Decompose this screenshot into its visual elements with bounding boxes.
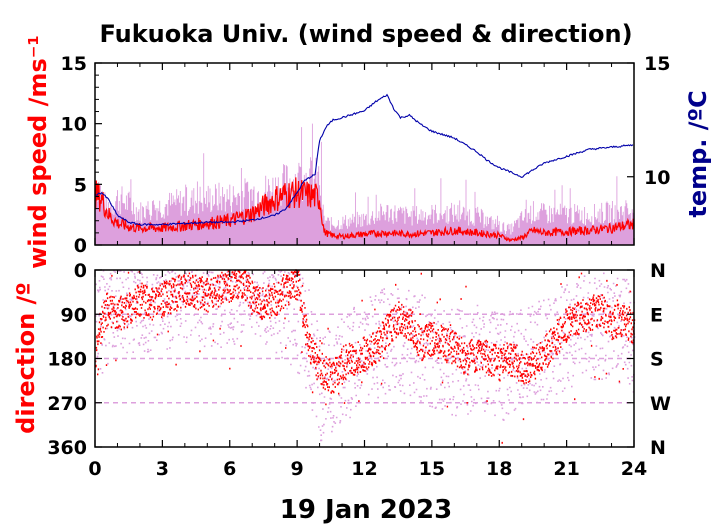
- direction-tick-label: 90: [61, 304, 87, 326]
- compass-label: N: [650, 260, 666, 282]
- bottom-ticks: 0 N 90 E 180 S 270 W 360 N 0 3 6 9 12 15 18 21 24: [47, 260, 671, 480]
- wind-direction-series: [95, 269, 636, 444]
- x-tick-label: 3: [156, 458, 169, 480]
- compass-label: E: [650, 304, 663, 326]
- y2-tick-label: 15: [644, 53, 670, 75]
- wind-speed-plot: 0 5 10 15 10 15: [61, 53, 671, 257]
- y-tick-label: 5: [74, 174, 87, 196]
- gust-bars: [94, 123, 635, 245]
- x-axis-label: 19 Jan 2023: [280, 495, 452, 525]
- x-tick-label: 6: [223, 458, 236, 480]
- direction-tick-label: 0: [74, 260, 87, 282]
- direction-tick-label: 360: [47, 437, 87, 459]
- y-tick-label: 10: [61, 114, 87, 136]
- x-tick-label: 12: [351, 458, 377, 480]
- y2-axis-label: temp. /ºC: [684, 90, 712, 217]
- direction-tick-label: 180: [47, 349, 87, 371]
- direction-plot: 0 N 90 E 180 S 270 W 360 N 0 3 6 9 12 15 18 21 24: [47, 260, 671, 480]
- temperature-series: [94, 93, 634, 227]
- y-tick-label: 15: [61, 53, 87, 75]
- y-axis-label: wind speed /ms⁻¹: [24, 35, 52, 269]
- top-ticks: 0 5 10 15 10 15: [61, 53, 671, 257]
- x-tick-label: 15: [419, 458, 445, 480]
- x-tick-label: 18: [486, 458, 512, 480]
- x-tick-label: 21: [553, 458, 579, 480]
- direction-axis-label: direction /º: [12, 282, 40, 434]
- y-tick-label: 0: [74, 235, 87, 257]
- direction-tick-label: 270: [47, 393, 87, 415]
- gust-series: [94, 123, 635, 245]
- chart-title: Fukuoka Univ. (wind speed & direction): [99, 20, 632, 48]
- compass-label: W: [650, 393, 671, 415]
- x-tick-label: 9: [291, 458, 304, 480]
- wind-direction-dots: [95, 269, 636, 444]
- temperature-line: [94, 93, 634, 227]
- compass-label: S: [650, 349, 664, 371]
- x-tick-label: 24: [621, 458, 647, 480]
- compass-label: N: [650, 437, 666, 459]
- x-tick-label: 0: [88, 458, 101, 480]
- y2-tick-label: 10: [644, 167, 670, 189]
